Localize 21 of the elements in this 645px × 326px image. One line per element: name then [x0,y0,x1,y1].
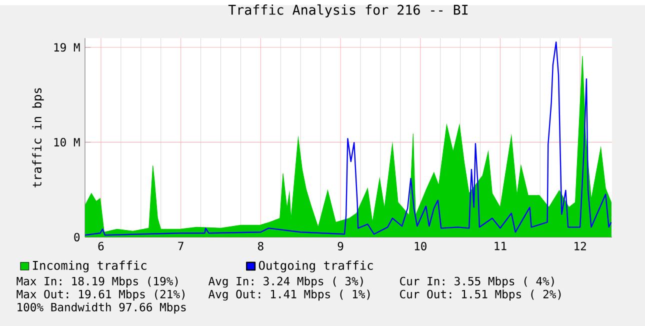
legend-label: Outgoing traffic [258,260,373,272]
y-axis-title: traffic in bps [32,88,44,188]
y-tick-label: 10 M [54,138,80,146]
x-tick-label: 8 [258,242,264,250]
x-tick-label: 10 [414,242,426,250]
text: Avg Out: 1.41 Mbps ( 1%) [208,290,370,301]
chart-title: Traffic Analysis for 216 -- BI [228,4,468,18]
text: 100% Bandwidth 97.66 Mbps [18,302,186,314]
x-tick-label: 7 [178,242,184,250]
x-tick-label: 12 [574,242,586,250]
y-tick-label: 19 M [54,43,80,52]
x-tick-label: 11 [494,242,506,250]
y-tick-label: 0 [74,232,80,242]
text: Cur Out: 1.51 Mbps ( 2%) [400,290,561,301]
text: Max In: 18.19 Mbps (19%) [16,276,178,288]
text: Cur In: 3.55 Mbps ( 4%) [400,276,554,288]
text: Max Out: 19.61 Mbps (21%) [16,290,184,301]
x-tick-label: 6 [98,242,104,250]
text: Avg In: 3.24 Mbps ( 3%) [208,276,363,288]
x-tick-label: 9 [338,242,344,250]
legend-label: Incoming traffic [32,260,146,272]
